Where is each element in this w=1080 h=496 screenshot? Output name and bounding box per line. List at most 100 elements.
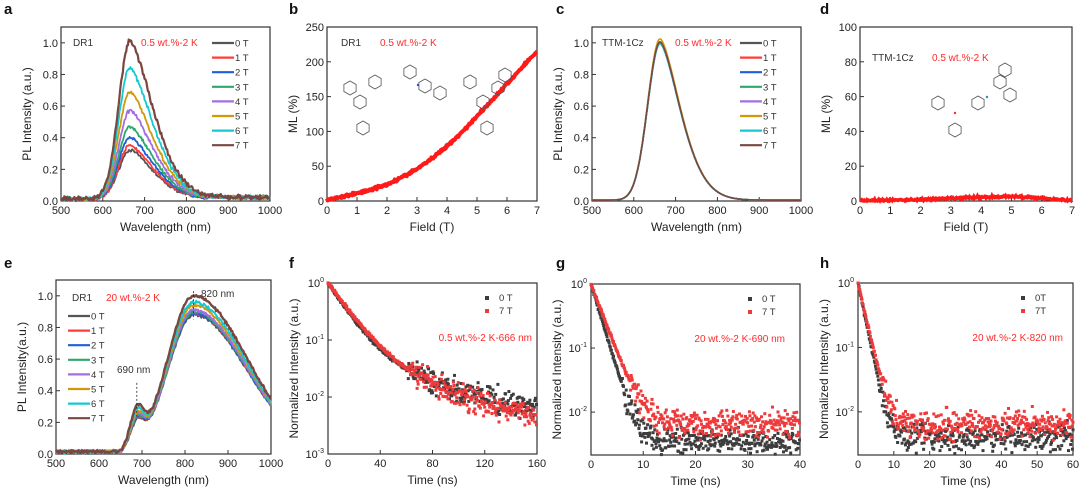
data-point (691, 414, 695, 417)
data-point (957, 435, 961, 439)
data-point (598, 313, 602, 317)
ring (418, 78, 432, 94)
data-point (1050, 441, 1053, 444)
data-point (953, 452, 957, 456)
data-point (1061, 421, 1065, 425)
data-point (971, 431, 975, 435)
data-point (612, 354, 615, 358)
data-point (962, 420, 966, 424)
ring (1003, 87, 1017, 103)
data-point (391, 355, 395, 359)
data-point (1064, 437, 1068, 441)
data-point (462, 398, 466, 402)
data-point (670, 428, 674, 432)
data-point (976, 442, 980, 446)
data-point (1067, 425, 1070, 429)
data-point (888, 394, 892, 398)
data-point (592, 289, 596, 293)
data-point (793, 416, 797, 420)
data-point (728, 434, 732, 438)
data-point (524, 402, 528, 406)
data-point (760, 439, 764, 443)
data-point (952, 445, 956, 449)
data-point (602, 324, 606, 328)
data-point (1023, 448, 1027, 452)
data-point (1004, 432, 1008, 436)
data-point (495, 401, 499, 405)
data-point (930, 428, 934, 432)
data-point (940, 438, 944, 442)
data-point (1049, 429, 1053, 433)
data-point (744, 431, 748, 435)
data-point (516, 408, 520, 412)
data-point (961, 439, 965, 443)
data-point (893, 428, 897, 432)
data-point (960, 423, 964, 427)
data-point (473, 412, 477, 416)
y-tick-label: 0.4 (38, 386, 53, 398)
data-point (460, 397, 464, 401)
data-point (756, 435, 760, 439)
data-point (1044, 440, 1048, 444)
data-point (667, 426, 670, 430)
data-point (673, 413, 677, 416)
data-point (474, 400, 478, 404)
data-point (734, 422, 738, 426)
data-point (928, 433, 932, 437)
data-point (785, 430, 789, 434)
data-point (411, 361, 415, 365)
data-point (681, 451, 685, 455)
annotation: 0.5 wt.%-2 K (141, 38, 198, 49)
x-tick-label: 10 (888, 459, 900, 471)
data-point (692, 433, 696, 437)
data-point (1059, 421, 1063, 425)
x-tick-label: 4 (444, 205, 450, 217)
data-point (907, 440, 911, 444)
y-tick-exponent: -1 (581, 342, 587, 349)
data-point (429, 384, 433, 388)
data-point (753, 444, 757, 448)
data-point (624, 371, 628, 374)
data-point (645, 441, 648, 445)
data-point (874, 358, 878, 362)
data-point (723, 437, 727, 441)
data-point (417, 365, 421, 369)
y-tick-label: 0.8 (574, 69, 589, 81)
data-point (939, 413, 943, 417)
data-point (875, 371, 879, 375)
data-point (630, 376, 634, 380)
data-point (898, 414, 902, 418)
data-point (733, 430, 736, 434)
data-point (628, 412, 632, 416)
data-point (974, 435, 978, 439)
data-point (498, 402, 502, 406)
data-point (866, 323, 870, 327)
panel-label: f (289, 255, 295, 272)
data-point (1067, 449, 1070, 453)
data-point (662, 437, 666, 441)
data-point (741, 440, 745, 444)
data-point (677, 441, 681, 445)
plot-frame (60, 26, 271, 202)
data-point (740, 419, 744, 423)
data-point (967, 429, 971, 432)
data-point (733, 426, 737, 430)
data-point (510, 411, 514, 415)
data-point (654, 423, 658, 427)
data-point (773, 452, 777, 456)
annotation: DR1 (341, 38, 361, 49)
ring (433, 85, 447, 101)
data-point (488, 405, 492, 409)
data-point (1024, 425, 1028, 429)
data-point (870, 338, 874, 342)
data-point (747, 447, 751, 451)
data-point (703, 410, 707, 414)
data-point (879, 383, 883, 387)
x-axis-label: Field (T) (410, 220, 455, 234)
data-point (461, 395, 465, 398)
data-point (438, 387, 442, 391)
y-tick-label: 0.2 (43, 164, 58, 176)
data-point (505, 406, 509, 410)
y-tick-label: 10-3 (306, 448, 325, 461)
data-point (685, 438, 689, 442)
